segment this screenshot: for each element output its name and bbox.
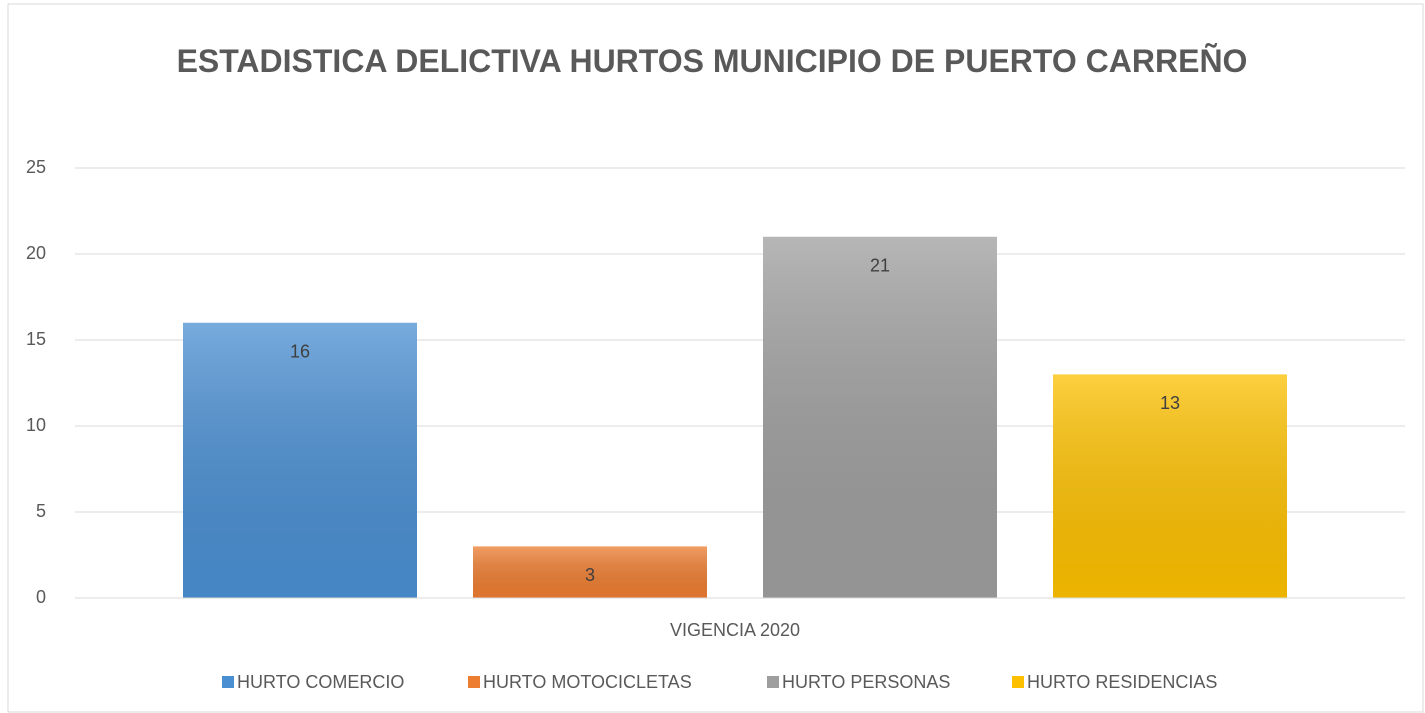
chart-title: ESTADISTICA DELICTIVA HURTOS MUNICIPIO D…: [176, 43, 1248, 79]
y-tick-label: 15: [26, 329, 46, 349]
y-tick-label: 0: [36, 587, 46, 607]
y-tick-label: 10: [26, 415, 46, 435]
legend-swatch: [222, 676, 234, 688]
legend-label: HURTO RESIDENCIAS: [1027, 672, 1217, 692]
data-label: 13: [1160, 393, 1180, 413]
bar-sheen: [183, 322, 417, 598]
legend-swatch: [468, 676, 480, 688]
data-label: 21: [870, 256, 890, 276]
y-tick-label: 20: [26, 243, 46, 263]
bar-sheen: [1053, 374, 1287, 598]
legend-swatch: [1012, 676, 1024, 688]
legend-label: HURTO PERSONAS: [782, 672, 950, 692]
legend-label: HURTO COMERCIO: [237, 672, 404, 692]
bar-sheen: [763, 236, 997, 599]
legend-swatch: [767, 676, 779, 688]
y-tick-label: 5: [36, 501, 46, 521]
y-tick-label: 25: [26, 157, 46, 177]
data-label: 3: [585, 565, 595, 585]
x-tick-label: VIGENCIA 2020: [670, 620, 800, 640]
bar-sheen: [473, 546, 707, 598]
data-label: 16: [290, 342, 310, 362]
legend-label: HURTO MOTOCICLETAS: [483, 672, 692, 692]
